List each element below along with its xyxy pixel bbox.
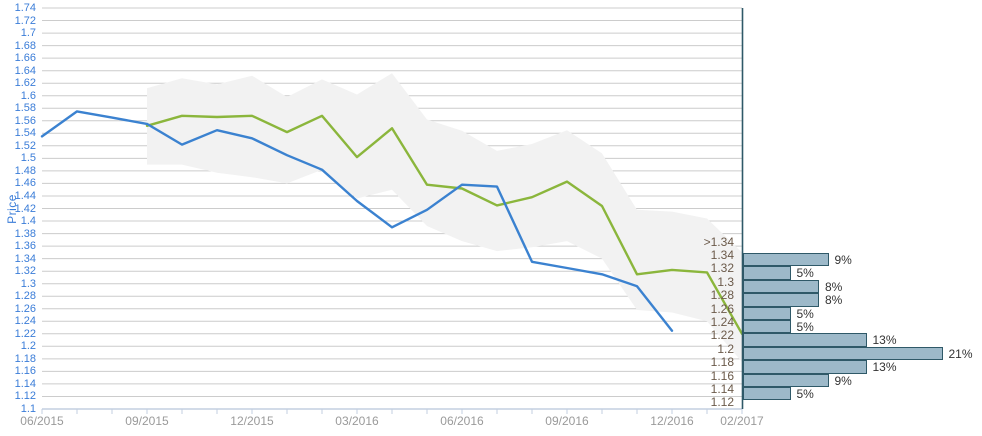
histogram-bar (743, 279, 819, 294)
histogram-bar-value-label: 13% (872, 333, 897, 348)
histogram-bin-label: 1.32 (710, 261, 734, 276)
histogram-bin-label: 1.3 (717, 274, 734, 289)
y-tick-label: 1.5 (20, 152, 36, 165)
x-tick-label: 12/2015 (230, 414, 274, 428)
histogram-bin-label: 1.24 (710, 315, 734, 329)
y-tick-label: 1.4 (20, 215, 36, 228)
y-tick-label: 1.54 (14, 127, 36, 140)
histogram-bin-label: 1.16 (710, 368, 734, 383)
x-tick-label: 03/2016 (335, 414, 379, 428)
histogram-bar (743, 387, 791, 401)
histogram-bar (743, 306, 791, 320)
y-tick-label: 1.2 (20, 340, 36, 353)
x-tick-label: 02/2017 (720, 414, 764, 428)
y-tick-label: 1.36 (14, 240, 36, 253)
y-tick-label: 1.1 (20, 403, 36, 415)
y-tick-label: 1.48 (14, 164, 36, 177)
y-tick-label: 1.12 (14, 390, 36, 403)
y-tick-label: 1.74 (14, 2, 36, 14)
histogram-bar-value-label: 9% (834, 253, 852, 267)
y-tick-label: 1.64 (14, 64, 36, 77)
histogram-bar (743, 293, 819, 307)
histogram-bin-label: 1.26 (710, 301, 734, 316)
gridlines (42, 7, 742, 410)
y-tick-label: 1.34 (14, 252, 36, 265)
y-tick-label: 1.7 (20, 27, 36, 40)
histogram-bin-label: 1.2 (717, 341, 734, 356)
y-tick-label: 1.62 (14, 77, 36, 90)
histogram-bar-value-label: 5% (796, 266, 814, 281)
x-tick-label: 09/2015 (125, 414, 169, 428)
histogram-bar (743, 320, 791, 334)
histogram-bin-label: 1.18 (710, 355, 734, 370)
histogram-bar (743, 360, 867, 374)
y-tick-label: 1.56 (14, 114, 36, 127)
histogram-bar (743, 346, 943, 361)
y-tick-label: 1.58 (14, 102, 36, 115)
histogram-bar (743, 333, 867, 347)
x-tick-label: 06/2015 (20, 414, 64, 428)
y-tick-label: 1.44 (14, 189, 36, 202)
histogram-bar-value-label: 5% (796, 387, 814, 401)
histogram-bar (743, 266, 791, 280)
histogram-bar-value-label: 13% (872, 360, 897, 375)
y-tick-label: 1.42 (14, 202, 36, 215)
y-tick-label: 1.28 (14, 290, 36, 303)
histogram-bar-value-label: 5% (796, 306, 814, 321)
histogram-bar-value-label: 8% (825, 293, 843, 308)
y-tick-label: 1.22 (14, 327, 36, 340)
histogram-bin-label: 1.12 (710, 395, 734, 410)
y-tick-label: 1.6 (20, 89, 36, 102)
y-tick-label: 1.26 (14, 302, 36, 315)
histogram-bin-label: 1.28 (710, 288, 734, 303)
y-tick-label: 1.66 (14, 52, 36, 65)
forecast-line (145, 114, 744, 335)
y-tick-label: 1.68 (14, 39, 36, 52)
x-tick-label: 12/2016 (650, 414, 694, 428)
histogram-bar-value-label: 9% (834, 373, 852, 388)
x-axis-ticks (41, 409, 743, 414)
y-tick-label: 1.32 (14, 265, 36, 278)
y-tick-label: 1.46 (14, 177, 36, 190)
histogram-bar (743, 373, 829, 387)
y-tick-label: 1.18 (14, 352, 36, 365)
y-tick-label: 1.3 (20, 277, 36, 290)
y-tick-label: 1.38 (14, 227, 36, 240)
y-tick-label: 1.14 (14, 377, 36, 390)
histogram-bin-label: 1.22 (710, 328, 734, 343)
histogram-bin-label: 1.34 (710, 248, 734, 262)
confidence-band (147, 73, 742, 362)
x-tick-label: 09/2016 (545, 414, 589, 428)
actual-line (40, 110, 674, 332)
y-tick-label: 1.72 (14, 14, 36, 27)
histogram-bin-label: 1.14 (710, 382, 734, 396)
y-tick-label: 1.52 (14, 139, 36, 152)
histogram-bar-value-label: 8% (825, 279, 843, 294)
histogram-bar-value-label: 5% (796, 320, 814, 334)
histogram-bar-value-label: 21% (948, 346, 973, 361)
histogram-bar (743, 253, 829, 267)
x-tick-label: 06/2016 (440, 414, 484, 428)
y-tick-label: 1.16 (14, 365, 36, 378)
y-tick-label: 1.24 (14, 315, 36, 328)
histogram-bin-label: >1.34 (703, 234, 734, 249)
